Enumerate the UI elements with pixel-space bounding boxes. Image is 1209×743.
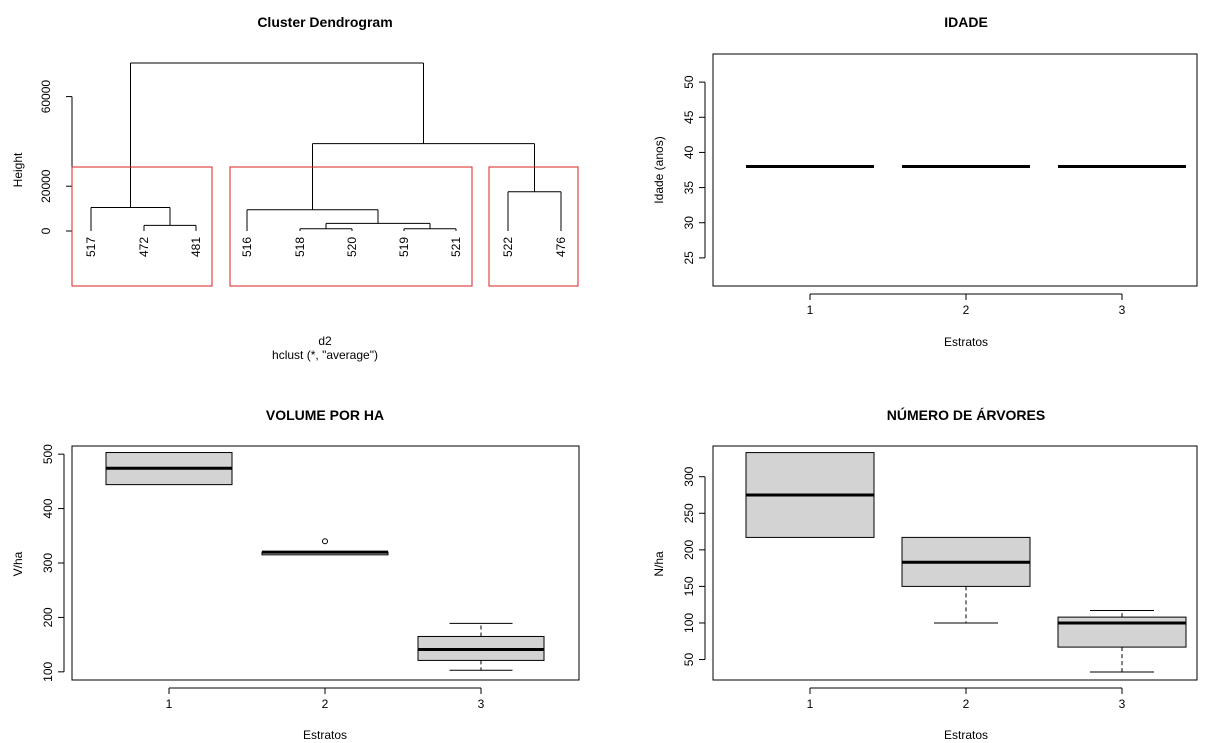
dendrogram-leaf-label: 520 [345, 237, 359, 257]
volume-outlier-point [322, 538, 328, 545]
dendrogram-cluster-rect [229, 166, 473, 287]
volume-panel: VOLUME POR HA Estratos V/ha 100 200 300 400… [11, 407, 580, 742]
dendrogram-leaf-labels: 517 472 481 516 518 520 519 521 522 476 [84, 237, 568, 257]
idade-y-tick-label: 35 [682, 181, 696, 195]
volume-x-tick-label: 3 [478, 697, 485, 711]
dendrogram-cluster-rect [71, 166, 213, 287]
idade-x-tick-label: 2 [963, 303, 970, 317]
arvores-panel: NÚMERO DE ÁRVORES Estratos N/ha 50 100 150… [652, 406, 1198, 742]
arvores-y-tick-label: 100 [682, 613, 696, 633]
dendrogram-leaf-label: 472 [137, 237, 151, 257]
idade-ylabel: Idade (anos) [652, 136, 666, 203]
arvores-y-tick-label: 300 [682, 466, 696, 486]
volume-ylabel: V/ha [11, 551, 25, 576]
volume-y-tick-label: 400 [41, 498, 55, 518]
volume-y-tick-label: 200 [41, 607, 55, 627]
volume-plot-frame [71, 445, 580, 681]
idade-panel: IDADE Estratos Idade (anos) 25 30 35 40 45 50… [652, 14, 1198, 349]
dendrogram-leaf-label: 481 [189, 237, 203, 257]
arvores-xlabel: Estratos [944, 728, 988, 742]
idade-plot-content: 25 30 35 40 45 50 1 2 3 [682, 75, 1186, 317]
idade-y-tick-label: 40 [682, 145, 696, 159]
dendrogram-leaf-label: 519 [397, 237, 411, 257]
arvores-title: NÚMERO DE ÁRVORES [887, 406, 1045, 423]
dendrogram-y-tick-label: 20000 [39, 169, 53, 203]
volume-title: VOLUME POR HA [266, 407, 384, 423]
arvores-plot-frame [712, 445, 1198, 681]
dendrogram-tree [90, 62, 562, 231]
idade-y-tick-label: 45 [682, 110, 696, 124]
dendrogram-ylabel: Height [11, 152, 25, 187]
dendrogram-subtitle: hclust (*, "average") [272, 348, 378, 362]
idade-y-tick-label: 30 [682, 216, 696, 230]
dendrogram-leaf-label: 518 [293, 237, 307, 257]
dendrogram-xlabel: d2 [318, 334, 332, 348]
volume-y-tick-label: 300 [41, 553, 55, 573]
dendrogram-leaf-label: 522 [501, 237, 515, 257]
arvores-x-tick-label: 3 [1119, 697, 1126, 711]
dendrogram-panel: Cluster Dendrogram Height d2 hclust (*, … [11, 14, 579, 362]
arvores-y-tick-label: 150 [682, 576, 696, 596]
idade-xlabel: Estratos [944, 335, 988, 349]
volume-x-tick-label: 2 [322, 697, 329, 711]
volume-plot-content: 100 200 300 400 500 1 2 3 [41, 444, 545, 711]
volume-x-tick-label: 1 [166, 697, 173, 711]
arvores-y-tick-label: 200 [682, 540, 696, 560]
arvores-y-tick-label: 50 [682, 653, 696, 667]
volume-xlabel: Estratos [303, 728, 347, 742]
dendrogram-leaf-label: 516 [240, 237, 254, 257]
arvores-y-tick-label: 250 [682, 503, 696, 523]
arvores-x-tick-label: 2 [963, 697, 970, 711]
arvores-plot-content: 50 100 150 200 250 300 1 2 3 [682, 452, 1187, 711]
arvores-x-tick-label: 1 [807, 697, 814, 711]
volume-y-tick-label: 500 [41, 444, 55, 464]
arvores-ylabel: N/ha [652, 551, 666, 577]
idade-x-tick-label: 1 [807, 303, 814, 317]
dendrogram-y-axis: 0 20000 60000 [39, 80, 73, 234]
dendrogram-y-tick-label: 60000 [39, 80, 53, 114]
dendrogram-leaf-label: 517 [84, 237, 98, 257]
idade-y-tick-label: 50 [682, 75, 696, 89]
idade-title: IDADE [944, 14, 988, 30]
dendrogram-cluster-rects [71, 166, 579, 287]
dendrogram-cluster-rect [488, 166, 579, 287]
volume-y-tick-label: 100 [41, 662, 55, 682]
dendrogram-leaf-label: 521 [449, 237, 463, 257]
dendrogram-y-tick-label: 0 [39, 227, 53, 234]
dendrogram-title: Cluster Dendrogram [257, 14, 392, 30]
idade-plot-frame [712, 53, 1198, 287]
dendrogram-leaf-label: 476 [554, 237, 568, 257]
idade-y-tick-label: 25 [682, 251, 696, 265]
idade-x-tick-label: 3 [1119, 303, 1126, 317]
